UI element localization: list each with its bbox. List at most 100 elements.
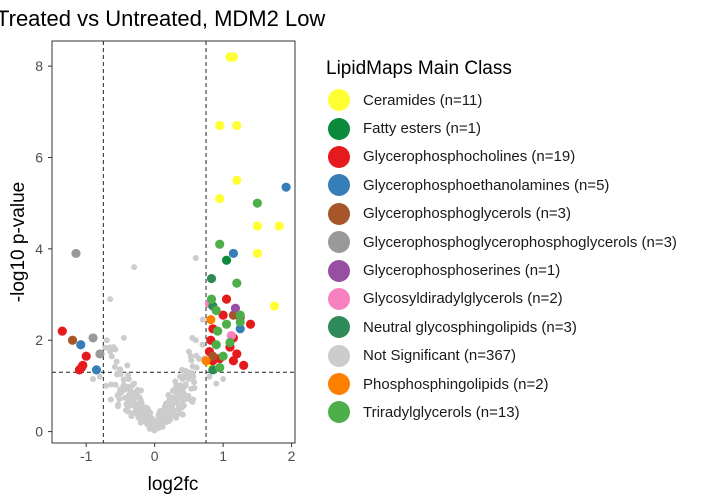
glycerophosphoglycerophosphoglycerols-point (71, 248, 81, 259)
not-significant-point (199, 341, 206, 348)
legend-item: Glycerophosphocholines (n=19) (326, 143, 716, 171)
legend-item: Ceramides (n=11) (326, 86, 716, 114)
legend-item: Glycerophosphoserines (n=1) (326, 256, 716, 284)
legend-label: Not Significant (n=367) (363, 347, 517, 365)
not-significant-point (189, 363, 196, 370)
glycerophosphocholines-point (232, 349, 242, 359)
glycerophosphocholines-point (221, 294, 232, 304)
legend-label: Glycerophosphocholines (n=19) (363, 148, 576, 166)
ceramides-point (269, 301, 280, 311)
not-significant-point (123, 401, 130, 408)
legend-key-dot (328, 373, 350, 396)
glycerophosphoserines-point (230, 303, 241, 313)
legend-items: Ceramides (n=11) Fatty esters (n=1) Glycer… (326, 86, 716, 427)
triradylglycerols-point (235, 317, 245, 327)
x-axis-label: log2fc (148, 474, 199, 495)
legend-key-dot (328, 174, 350, 197)
triradylglycerols-point (213, 326, 223, 336)
legend-key-dot (328, 401, 350, 424)
plot-panel (52, 41, 295, 443)
legend-label: Ceramides (n=11) (363, 91, 483, 109)
not-significant-point (170, 408, 177, 415)
not-significant-point (107, 348, 114, 355)
not-significant-point (113, 358, 120, 365)
ceramides-point (252, 248, 262, 259)
glycerophosphoethanolamines-point (228, 248, 238, 259)
significant-points (57, 52, 291, 375)
legend-item: Glycosyldiradylglycerols (n=2) (326, 285, 716, 313)
legend-label: Glycerophosphoglycerophosphoglycerols (n… (363, 233, 677, 251)
not-significant-point (146, 415, 153, 422)
phosphosphingolipids-point (206, 315, 216, 325)
glycerophosphoethanolamines-point (91, 365, 102, 375)
glycerophosphoglycerols-point (67, 335, 78, 345)
not-significant-point (166, 417, 173, 424)
legend-key-dot (328, 259, 350, 282)
ceramides-point (232, 175, 242, 185)
legend-item: Triradylglycerols (n=13) (326, 398, 716, 426)
triradylglycerols-point (218, 351, 228, 361)
legend-label: Neutral glycosphingolipids (n=3) (363, 318, 577, 336)
ceramides-point (215, 194, 225, 204)
not-significant-point (177, 373, 184, 380)
glycerophosphocholines-point (57, 326, 67, 336)
not-significant-point (103, 337, 110, 344)
triradylglycerols-point (215, 239, 225, 249)
not-significant-point (111, 363, 118, 370)
not-significant-point (156, 408, 163, 415)
legend-item: Not Significant (n=367) (326, 342, 716, 370)
fatty-esters-point (221, 255, 232, 265)
phosphosphingolipids-point (201, 356, 211, 366)
not-significant-point (136, 394, 143, 401)
x-tick-label: -1 (80, 448, 93, 464)
triradylglycerols-point (232, 278, 242, 288)
not-significant-point (138, 406, 145, 413)
y-tick-label: 2 (35, 332, 43, 348)
not-significant-point (171, 399, 178, 406)
legend-label: Glycerophosphoglycerols (n=3) (363, 205, 572, 223)
legend-label: Fatty esters (n=1) (363, 120, 481, 138)
not-significant-point (152, 423, 159, 430)
not-significant-point (188, 385, 195, 392)
legend-item: Glycerophosphoglycerols (n=3) (326, 200, 716, 228)
plot-border (51, 40, 296, 444)
triradylglycerols-point (206, 294, 217, 304)
not-significant-point (128, 410, 135, 417)
legend-item: Phosphosphingolipids (n=2) (326, 370, 716, 398)
glycerophosphoethanolamines-point (281, 182, 291, 192)
legend-item: Neutral glycosphingolipids (n=3) (326, 313, 716, 341)
not-significant-point (126, 391, 133, 398)
not-significant-point (178, 384, 185, 391)
x-tick-label: 0 (151, 448, 159, 464)
not-significant-point (133, 406, 140, 413)
y-axis-label: -log10 p-value (8, 182, 29, 302)
triradylglycerols-point (211, 340, 221, 350)
not-significant-point (179, 411, 186, 418)
glycerophosphocholines-point (81, 351, 91, 361)
legend-item: Fatty esters (n=1) (326, 114, 716, 142)
legend: LipidMaps Main Class Ceramides (n=11) Fat… (326, 58, 716, 427)
not-significant-point (132, 390, 139, 397)
legend-title: LipidMaps Main Class (326, 58, 512, 79)
neutral-glycosphingolipids-point (206, 273, 217, 284)
legend-key-dot (328, 316, 350, 339)
triradylglycerols-point (252, 198, 262, 208)
legend-label: Triradylglycerols (n=13) (363, 403, 520, 421)
not-significant-point (102, 344, 109, 351)
y-tick-label: 6 (35, 149, 43, 165)
not-significant-point (187, 353, 194, 360)
x-tick-label: 1 (219, 448, 227, 464)
not-significant-point (130, 397, 137, 404)
not-significant-point (188, 397, 195, 404)
not-significant-point (90, 376, 97, 383)
not-significant-point (206, 373, 213, 380)
ceramides-point (252, 221, 262, 231)
legend-key-dot (328, 145, 350, 168)
glycerophosphocholines-point (245, 319, 256, 329)
glycerophosphoglycerophosphoglycerols-point (95, 349, 105, 359)
glycerophosphocholines-point (228, 356, 238, 366)
ceramides-point (215, 120, 225, 131)
not-significant-point (121, 394, 128, 401)
not-significant-point (158, 413, 165, 420)
not-significant-point (178, 403, 185, 410)
